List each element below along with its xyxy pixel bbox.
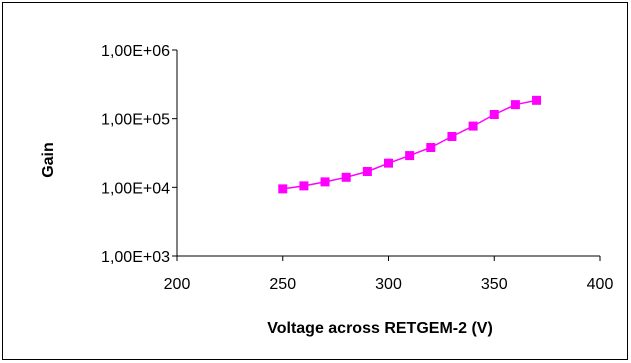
- data-point-marker: [299, 181, 309, 191]
- x-tick-label: 400: [587, 276, 614, 293]
- x-tick-label: 300: [375, 276, 402, 293]
- data-point-marker: [447, 131, 457, 141]
- chart-frame: [2, 2, 628, 360]
- data-point-marker: [426, 143, 436, 153]
- data-point-marker: [362, 167, 372, 177]
- data-point-marker: [510, 100, 520, 110]
- y-ticks: 1,00E+03 1,00E+04 1,00E+05 1,00E+06: [101, 43, 177, 266]
- data-point-marker: [405, 151, 415, 161]
- data-point-marker: [320, 177, 330, 187]
- y-axis-title: Gain: [40, 142, 57, 178]
- x-axis-title: Voltage across RETGEM-2 (V): [267, 320, 493, 337]
- y-tick-label: 1,00E+04: [101, 180, 170, 197]
- y-tick-label: 1,00E+06: [101, 43, 170, 60]
- series-layer: [278, 95, 542, 194]
- x-tick-label: 250: [269, 276, 296, 293]
- y-tick-label: 1,00E+05: [101, 112, 170, 129]
- data-point-marker: [384, 158, 393, 168]
- data-point-marker: [489, 109, 499, 119]
- data-point-marker: [278, 184, 288, 194]
- x-tick-label: 350: [481, 276, 508, 293]
- data-point-marker: [468, 121, 478, 131]
- data-point-marker: [532, 95, 542, 105]
- data-point-marker: [341, 172, 351, 182]
- y-tick-label: 1,00E+03: [101, 249, 170, 266]
- x-tick-label: 200: [164, 276, 191, 293]
- x-ticks: 200 250 300 350 400: [164, 256, 614, 293]
